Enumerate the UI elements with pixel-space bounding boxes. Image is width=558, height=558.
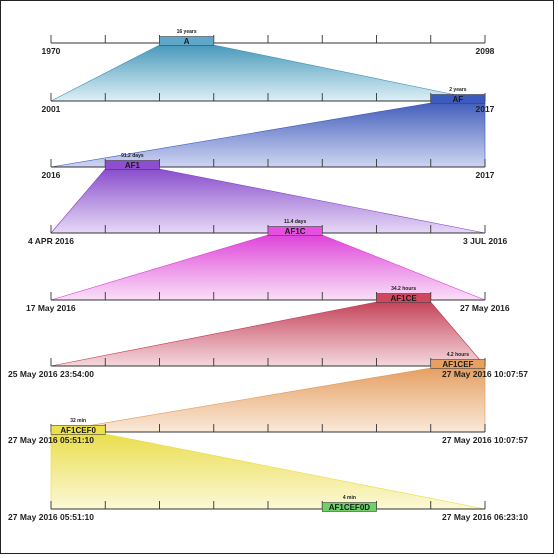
- zoom-band-2: [50, 102, 486, 168]
- sub-interval-box-AF1: [104, 160, 160, 170]
- sub-interval-box-AF1CEF0D: [321, 502, 377, 512]
- zoom-band-6: [50, 367, 486, 433]
- sub-interval-box-AF1CEF: [430, 359, 486, 369]
- sub-interval-box-AF1CE: [376, 293, 432, 303]
- time-axis-2: [50, 93, 486, 102]
- zoom-band-7: [50, 433, 486, 510]
- zoom-band-3: [50, 168, 486, 234]
- time-axis-1: [50, 35, 486, 44]
- sub-interval-box-A: [159, 36, 215, 46]
- zoom-band-5: [50, 301, 486, 367]
- sub-interval-box-AF1CEF0: [50, 425, 106, 435]
- sub-interval-box-AF1C: [267, 226, 323, 236]
- zoom-band-4: [50, 234, 486, 301]
- zoom-band-1: [50, 44, 486, 102]
- zoom-timeline-svg: [50, 35, 486, 512]
- sub-interval-box-AF: [430, 94, 486, 104]
